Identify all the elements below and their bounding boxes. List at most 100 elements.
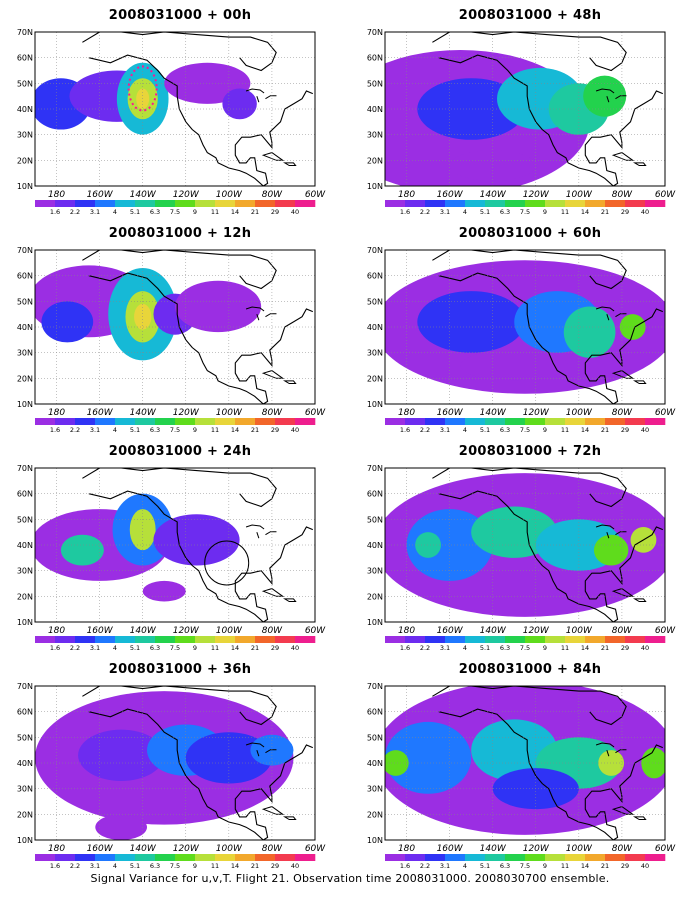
colorbar-swatch <box>255 418 276 425</box>
y-tick-label: 50N <box>17 79 33 88</box>
colorbar-label: 14 <box>231 862 239 870</box>
colorbar-swatch <box>545 200 566 207</box>
colorbar-label: 14 <box>231 644 239 652</box>
map-panel: 2008031000 + 00h 70N 60N 50N 40N 30N 20N 10N 180… <box>15 0 345 220</box>
colorbar-label: 5.1 <box>130 644 140 652</box>
colorbar-swatch <box>55 636 76 643</box>
colorbar-label: 29 <box>621 644 629 652</box>
x-tick-label: 140W <box>130 408 157 418</box>
colorbar-label: 9 <box>193 208 197 216</box>
colorbar-label: 14 <box>231 426 239 434</box>
colorbar-label: 11 <box>561 426 569 434</box>
x-tick-label: 80W <box>262 408 283 418</box>
colorbar-label: 2.2 <box>70 862 80 870</box>
x-tick-label: 180 <box>48 408 65 418</box>
colorbar-label: 21 <box>601 644 609 652</box>
y-tick-label: 70N <box>367 28 383 37</box>
panel-title: 2008031000 + 00h <box>108 8 252 23</box>
colorbar-swatch <box>55 200 76 207</box>
colorbar-swatch <box>605 418 626 425</box>
x-tick-label: 80W <box>612 408 633 418</box>
colorbar-swatch <box>35 418 56 425</box>
variance-contour <box>78 729 165 781</box>
x-tick-label: 120W <box>173 408 200 418</box>
coastline <box>438 708 664 840</box>
colorbar-label: 14 <box>581 862 589 870</box>
y-tick-label: 10N <box>367 836 383 845</box>
colorbar-label: 3.1 <box>90 862 100 870</box>
variance-map: 70N 60N 50N 40N 30N 20N 10N 180 160W 140W 120W 100W… <box>17 464 326 652</box>
colorbar-label: 1.6 <box>50 426 60 434</box>
variance-map: 70N 60N 50N 40N 30N 20N 10N 180 160W 140W 120W 100W… <box>367 246 676 434</box>
x-tick-label: 100W <box>216 626 243 636</box>
colorbar-swatch <box>525 636 546 643</box>
colorbar-swatch <box>235 636 256 643</box>
y-tick-label: 30N <box>17 131 33 140</box>
colorbar-label: 2.2 <box>420 426 430 434</box>
colorbar-swatch <box>545 854 566 861</box>
colorbar-label: 29 <box>271 644 279 652</box>
colorbar-swatch <box>275 636 296 643</box>
y-tick-label: 20N <box>367 156 383 165</box>
colorbar-swatch <box>295 636 316 643</box>
colorbar-swatch <box>425 200 446 207</box>
colorbar-swatch <box>605 854 626 861</box>
colorbar-swatch <box>135 418 156 425</box>
colorbar-swatch <box>155 418 176 425</box>
colorbar-swatch <box>465 200 486 207</box>
colorbar-swatch <box>565 418 586 425</box>
y-tick-label: 50N <box>17 515 33 524</box>
colorbar-label: 7.5 <box>520 426 530 434</box>
x-tick-label: 60W <box>305 844 326 854</box>
colorbar-swatch <box>275 854 296 861</box>
y-tick-label: 60N <box>367 490 383 499</box>
colorbar-swatch <box>405 854 426 861</box>
colorbar-label: 1.6 <box>400 644 410 652</box>
colorbar-label: 4 <box>463 208 467 216</box>
colorbar-swatch <box>295 418 316 425</box>
colorbar-swatch <box>585 854 606 861</box>
colorbar-label: 11 <box>561 208 569 216</box>
y-tick-label: 20N <box>17 810 33 819</box>
y-tick-label: 30N <box>17 349 33 358</box>
variance-contour <box>385 721 472 794</box>
map-panel: 2008031000 + 60h 70N 60N 50N 40N 30N 20N 10N 180… <box>365 218 695 438</box>
colorbar-swatch <box>645 854 666 861</box>
x-tick-label: 160W <box>437 408 464 418</box>
colorbar-label: 6.3 <box>500 644 510 652</box>
panel-title: 2008031000 + 84h <box>458 662 602 677</box>
colorbar-swatch <box>425 636 446 643</box>
variance-map: 70N 60N 50N 40N 30N 20N 10N 180 160W 140W 120W 100W… <box>367 682 676 870</box>
variance-contour <box>185 732 272 784</box>
x-tick-label: 120W <box>173 844 200 854</box>
y-tick-label: 40N <box>17 105 33 114</box>
variance-contour <box>41 301 94 343</box>
colorbar-label: 4 <box>463 644 467 652</box>
y-tick-label: 30N <box>17 567 33 576</box>
y-tick-label: 60N <box>17 708 33 717</box>
island-outline <box>632 816 647 820</box>
x-tick-label: 180 <box>48 190 65 200</box>
variance-contour <box>60 534 104 566</box>
y-tick-label: 40N <box>17 323 33 332</box>
colorbar-label: 6.3 <box>150 208 160 216</box>
colorbar-label: 9 <box>193 862 197 870</box>
x-tick-label: 100W <box>566 408 593 418</box>
x-tick-label: 80W <box>612 844 633 854</box>
colorbar-label: 6.3 <box>150 426 160 434</box>
variance-contour <box>641 747 665 779</box>
variance-contour <box>415 532 441 558</box>
x-tick-label: 140W <box>480 626 507 636</box>
x-tick-label: 160W <box>437 626 464 636</box>
x-tick-label: 160W <box>87 408 114 418</box>
island-outline <box>282 380 297 384</box>
colorbar-swatch <box>95 200 116 207</box>
colorbar-swatch <box>295 854 316 861</box>
coastline <box>438 54 664 186</box>
colorbar-label: 1.6 <box>400 208 410 216</box>
colorbar-label: 11 <box>211 208 219 216</box>
colorbar-swatch <box>565 636 586 643</box>
colorbar-swatch <box>195 418 216 425</box>
colorbar-swatch <box>485 200 506 207</box>
colorbar-swatch <box>255 854 276 861</box>
